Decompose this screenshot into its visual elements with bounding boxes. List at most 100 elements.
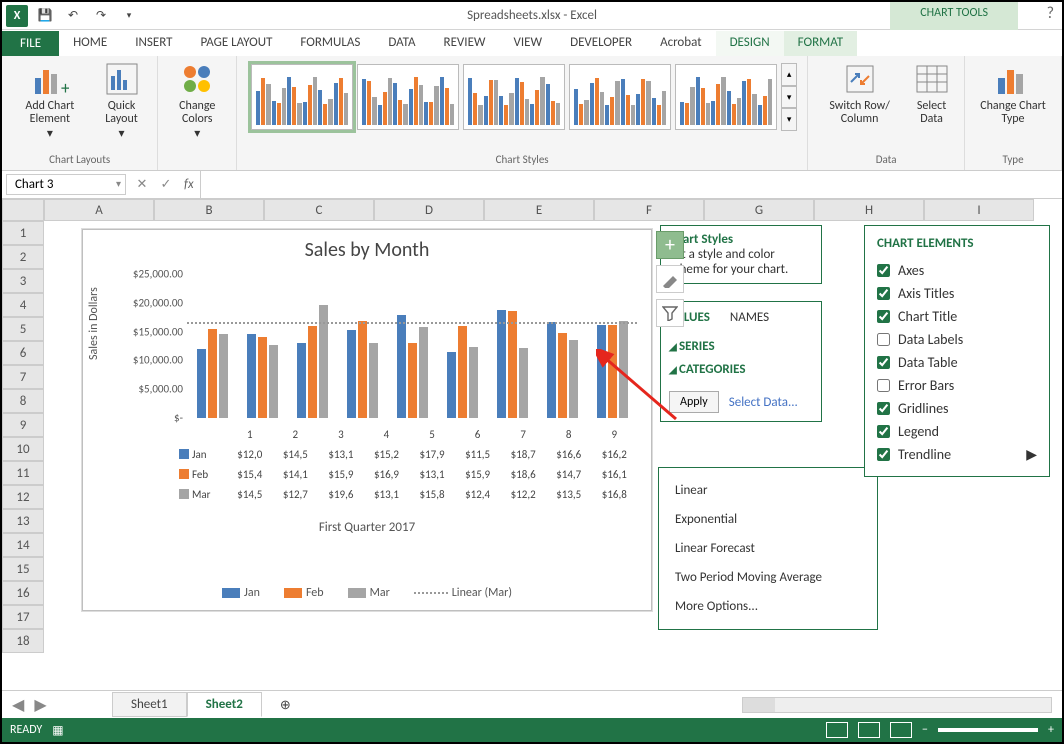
row-header-18[interactable]: 18 — [2, 629, 44, 653]
bar[interactable] — [258, 337, 267, 418]
sheet-tab-2[interactable]: Sheet2 — [187, 692, 262, 717]
trend-option-linear-forecast[interactable]: Linear Forecast — [659, 534, 877, 563]
bar[interactable] — [558, 333, 567, 418]
change-colors-button[interactable]: Change Colors ▾ — [168, 60, 226, 142]
row-header-4[interactable]: 4 — [2, 293, 44, 317]
ribbon-tab-home[interactable]: HOME — [59, 31, 121, 56]
ribbon-tab-review[interactable]: REVIEW — [430, 31, 500, 56]
redo-icon[interactable]: ↷ — [90, 5, 112, 27]
chart-element-data-table[interactable]: Data Table — [877, 351, 1037, 374]
zoom-out-button[interactable]: − — [922, 723, 928, 737]
chart-style-thumb-3[interactable] — [463, 64, 565, 130]
select-data-button[interactable]: Select Data — [909, 60, 954, 126]
x-axis-title[interactable]: First Quarter 2017 — [83, 520, 651, 535]
ribbon-tab-file[interactable]: FILE — [2, 31, 59, 56]
zoom-in-button[interactable]: + — [1048, 723, 1054, 737]
chart-element-trendline[interactable]: Trendline▶ — [877, 443, 1037, 466]
row-header-11[interactable]: 11 — [2, 461, 44, 485]
embedded-chart[interactable]: Sales by Month Sales in Dollars $25,000.… — [82, 229, 652, 611]
trendline[interactable] — [187, 322, 637, 324]
ribbon-tab-developer[interactable]: DEVELOPER — [556, 31, 646, 56]
chart-element-gridlines[interactable]: Gridlines — [877, 397, 1037, 420]
ribbon-tab-page-layout[interactable]: PAGE LAYOUT — [187, 31, 287, 56]
row-header-6[interactable]: 6 — [2, 341, 44, 365]
trend-option-more-options-[interactable]: More Options... — [659, 592, 877, 621]
bar[interactable] — [569, 340, 578, 418]
chart-style-thumb-5[interactable] — [675, 64, 777, 130]
chart-element-legend[interactable]: Legend — [877, 420, 1037, 443]
apply-button[interactable]: Apply — [669, 391, 719, 413]
chart-element-error-bars[interactable]: Error Bars — [877, 374, 1037, 397]
legend-item[interactable]: Mar — [348, 586, 390, 600]
chart-style-thumb-1[interactable] — [251, 64, 353, 130]
undo-icon[interactable]: ↶ — [62, 5, 84, 27]
gallery-next-icon[interactable]: ▾ — [781, 86, 797, 109]
zoom-slider[interactable] — [938, 728, 1038, 732]
categories-expander[interactable]: CATEGORIES — [669, 358, 813, 381]
bar[interactable] — [197, 349, 206, 418]
row-header-14[interactable]: 14 — [2, 533, 44, 557]
row-header-15[interactable]: 15 — [2, 557, 44, 581]
legend-item[interactable]: Feb — [284, 586, 324, 600]
sheet-tab-1[interactable]: Sheet1 — [112, 692, 187, 717]
cancel-formula-icon[interactable]: ✕ — [130, 177, 154, 192]
macro-record-icon[interactable]: ▦ — [52, 723, 63, 738]
bar[interactable] — [608, 325, 617, 418]
bar[interactable] — [297, 343, 306, 418]
checkbox[interactable] — [877, 310, 890, 323]
switch-row-column-button[interactable]: Switch Row/ Column — [818, 60, 901, 126]
bar[interactable] — [419, 327, 428, 418]
row-header-13[interactable]: 13 — [2, 509, 44, 533]
col-header-A[interactable]: A — [44, 199, 154, 221]
row-header-2[interactable]: 2 — [2, 245, 44, 269]
col-header-I[interactable]: I — [924, 199, 1034, 221]
bar[interactable] — [619, 321, 628, 418]
ribbon-tab-acrobat[interactable]: Acrobat — [646, 31, 716, 56]
row-header-10[interactable]: 10 — [2, 437, 44, 461]
col-header-B[interactable]: B — [154, 199, 264, 221]
chart-style-thumb-2[interactable] — [357, 64, 459, 130]
add-chart-element-button[interactable]: + Add Chart Element ▾ — [12, 60, 88, 142]
checkbox[interactable] — [877, 333, 890, 346]
bar[interactable] — [447, 352, 456, 418]
col-header-F[interactable]: F — [594, 199, 704, 221]
ribbon-tab-format[interactable]: FORMAT — [784, 31, 857, 56]
bar[interactable] — [469, 347, 478, 418]
chart-elements-button[interactable]: + — [656, 231, 684, 259]
chart-data-table[interactable]: 123456789Jan$12,0$14,5$13,1$15,2$17,9$11… — [179, 424, 637, 504]
save-icon[interactable]: 💾 — [34, 5, 56, 27]
bar[interactable] — [247, 334, 256, 418]
ribbon-tab-design[interactable]: DESIGN — [716, 31, 784, 56]
formula-input[interactable] — [200, 171, 1062, 198]
row-header-17[interactable]: 17 — [2, 605, 44, 629]
gallery-more-icon[interactable]: ▾ — [781, 108, 797, 131]
checkbox[interactable] — [877, 264, 890, 277]
series-expander[interactable]: SERIES — [669, 335, 813, 358]
sheet-nav-next-icon[interactable]: ▶ — [34, 695, 46, 715]
col-header-C[interactable]: C — [264, 199, 374, 221]
y-axis-title[interactable]: Sales in Dollars — [87, 287, 101, 360]
names-tab[interactable]: NAMES — [730, 310, 769, 325]
col-header-H[interactable]: H — [814, 199, 924, 221]
select-data-link[interactable]: Select Data... — [729, 395, 798, 410]
select-all-corner[interactable] — [2, 199, 44, 221]
row-header-7[interactable]: 7 — [2, 365, 44, 389]
chart-element-axis-titles[interactable]: Axis Titles — [877, 282, 1037, 305]
row-header-12[interactable]: 12 — [2, 485, 44, 509]
chart-element-axes[interactable]: Axes — [877, 259, 1037, 282]
chart-styles-gallery[interactable] — [247, 60, 781, 134]
horizontal-scrollbar[interactable] — [742, 697, 1052, 713]
col-header-D[interactable]: D — [374, 199, 484, 221]
new-sheet-button[interactable]: ⊕ — [262, 694, 309, 717]
worksheet-grid[interactable]: ABCDEFGHI 123456789101112131415161718 Sa… — [2, 199, 1062, 691]
quick-layout-button[interactable]: Quick Layout ▾ — [96, 60, 148, 142]
row-header-1[interactable]: 1 — [2, 221, 44, 245]
checkbox[interactable] — [877, 287, 890, 300]
trend-option-exponential[interactable]: Exponential — [659, 505, 877, 534]
help-icon[interactable]: ? — [1047, 4, 1054, 23]
chart-styles-button[interactable] — [656, 265, 684, 293]
legend-trend[interactable]: Linear (Mar) — [414, 586, 512, 600]
sheet-nav-prev-icon[interactable]: ◀ — [12, 695, 24, 715]
row-header-5[interactable]: 5 — [2, 317, 44, 341]
bar[interactable] — [397, 315, 406, 418]
